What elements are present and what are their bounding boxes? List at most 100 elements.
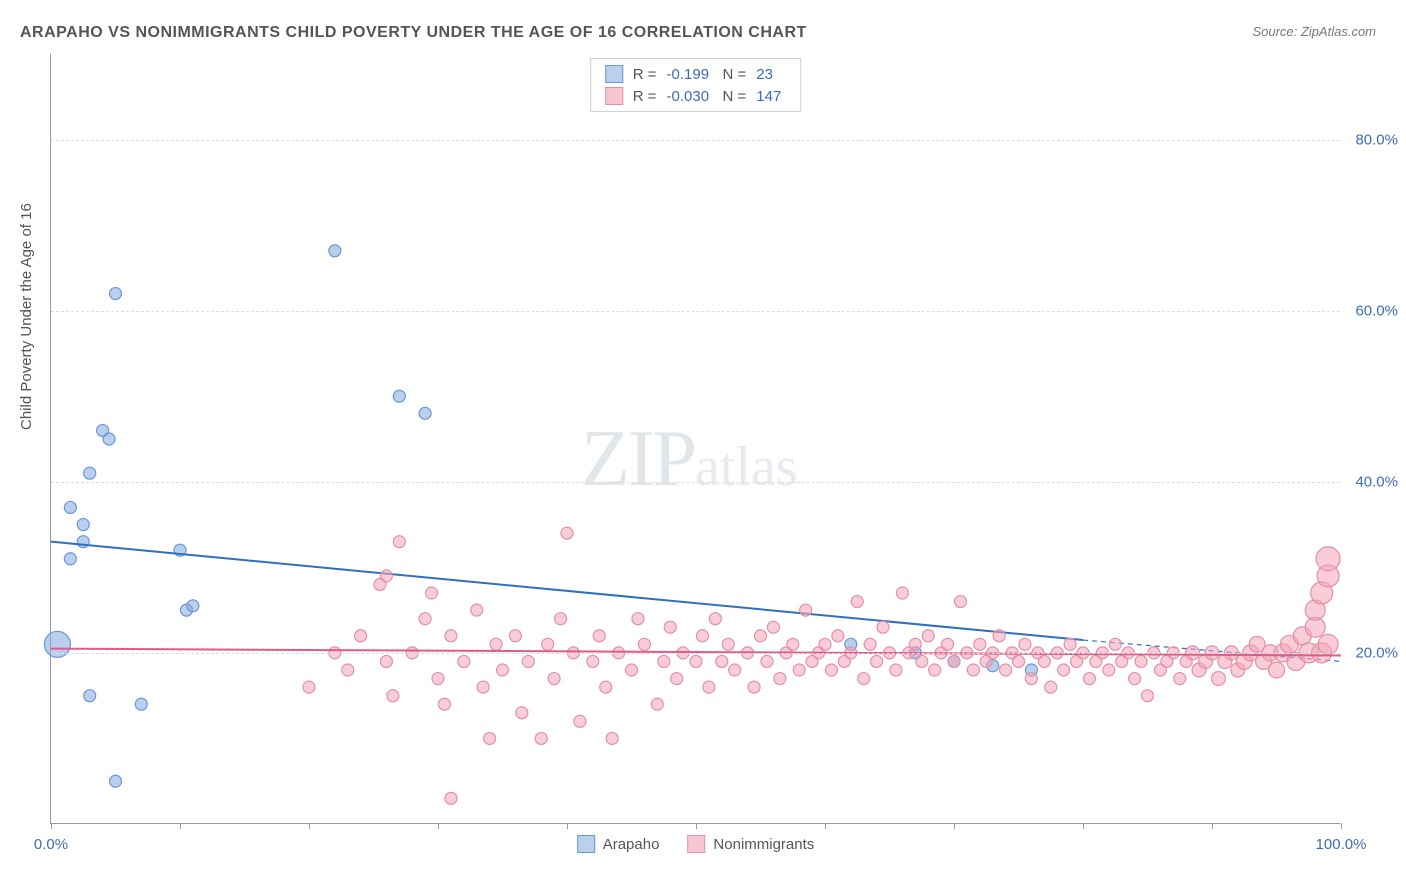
- scatter-point: [419, 407, 431, 419]
- scatter-point: [755, 630, 767, 642]
- scatter-point: [916, 655, 928, 667]
- scatter-point: [858, 673, 870, 685]
- scatter-point: [832, 630, 844, 642]
- scatter-point: [993, 630, 1005, 642]
- scatter-point: [1109, 638, 1121, 650]
- scatter-point: [516, 707, 528, 719]
- scatter-point: [393, 390, 405, 402]
- scatter-point: [954, 596, 966, 608]
- scatter-point: [1058, 664, 1070, 676]
- chart-title: ARAPAHO VS NONIMMIGRANTS CHILD POVERTY U…: [20, 24, 807, 42]
- scatter-point: [1103, 664, 1115, 676]
- scatter-point: [716, 655, 728, 667]
- y-tick-label: 80.0%: [1355, 131, 1398, 148]
- x-tick: [1341, 823, 1342, 829]
- scatter-point: [561, 527, 573, 539]
- gridline-horizontal: [51, 653, 1340, 654]
- scatter-point: [593, 630, 605, 642]
- x-tick-label: 100.0%: [1316, 836, 1367, 853]
- scatter-point: [64, 553, 76, 565]
- scatter-point: [664, 621, 676, 633]
- scatter-point: [696, 630, 708, 642]
- scatter-point: [432, 673, 444, 685]
- gridline-horizontal: [51, 482, 1340, 483]
- x-tick: [825, 823, 826, 829]
- y-axis-label: Child Poverty Under the Age of 16: [18, 203, 35, 430]
- scatter-point: [64, 501, 76, 513]
- scatter-point: [1000, 664, 1012, 676]
- scatter-point: [600, 681, 612, 693]
- scatter-point: [380, 655, 392, 667]
- scatter-point: [761, 655, 773, 667]
- scatter-point: [84, 467, 96, 479]
- legend-series-item: Nonimmigrants: [687, 835, 814, 853]
- gridline-horizontal: [51, 311, 1340, 312]
- x-tick: [1083, 823, 1084, 829]
- scatter-point: [342, 664, 354, 676]
- scatter-point: [948, 655, 960, 667]
- scatter-point: [477, 681, 489, 693]
- trend-line: [51, 542, 1083, 640]
- scatter-point: [303, 681, 315, 693]
- scatter-point: [929, 664, 941, 676]
- scatter-svg: [51, 54, 1340, 823]
- scatter-point: [497, 664, 509, 676]
- x-tick: [1212, 823, 1213, 829]
- scatter-point: [329, 245, 341, 257]
- legend-series-label: Arapaho: [603, 836, 660, 853]
- scatter-point: [548, 673, 560, 685]
- x-tick: [567, 823, 568, 829]
- scatter-point: [632, 613, 644, 625]
- scatter-point: [896, 587, 908, 599]
- scatter-point: [909, 638, 921, 650]
- scatter-point: [748, 681, 760, 693]
- scatter-point: [1142, 690, 1154, 702]
- scatter-point: [825, 664, 837, 676]
- scatter-point: [1083, 673, 1095, 685]
- x-tick: [954, 823, 955, 829]
- scatter-point: [110, 288, 122, 300]
- scatter-point: [1013, 655, 1025, 667]
- scatter-point: [1135, 655, 1147, 667]
- scatter-point: [722, 638, 734, 650]
- scatter-point: [626, 664, 638, 676]
- scatter-point: [800, 604, 812, 616]
- scatter-point: [658, 655, 670, 667]
- legend-swatch-icon: [577, 835, 595, 853]
- scatter-point: [1269, 662, 1285, 678]
- scatter-point: [445, 630, 457, 642]
- scatter-point: [851, 596, 863, 608]
- scatter-point: [574, 715, 586, 727]
- scatter-point: [438, 698, 450, 710]
- legend-series-item: Arapaho: [577, 835, 660, 853]
- scatter-point: [77, 519, 89, 531]
- scatter-point: [484, 732, 496, 744]
- scatter-point: [1318, 634, 1338, 654]
- scatter-point: [555, 613, 567, 625]
- scatter-point: [1211, 672, 1225, 686]
- y-tick-label: 60.0%: [1355, 302, 1398, 319]
- scatter-point: [355, 630, 367, 642]
- scatter-point: [871, 655, 883, 667]
- gridline-horizontal: [51, 140, 1340, 141]
- scatter-point: [864, 638, 876, 650]
- scatter-point: [638, 638, 650, 650]
- scatter-point: [967, 664, 979, 676]
- x-tick: [180, 823, 181, 829]
- scatter-point: [767, 621, 779, 633]
- scatter-point: [84, 690, 96, 702]
- legend-series-label: Nonimmigrants: [713, 836, 814, 853]
- scatter-point: [703, 681, 715, 693]
- scatter-point: [522, 655, 534, 667]
- scatter-point: [942, 638, 954, 650]
- scatter-point: [110, 775, 122, 787]
- scatter-point: [793, 664, 805, 676]
- scatter-point: [974, 638, 986, 650]
- scatter-point: [671, 673, 683, 685]
- scatter-point: [1025, 673, 1037, 685]
- scatter-point: [535, 732, 547, 744]
- scatter-point: [1174, 673, 1186, 685]
- scatter-point: [819, 638, 831, 650]
- scatter-point: [458, 655, 470, 667]
- scatter-point: [877, 621, 889, 633]
